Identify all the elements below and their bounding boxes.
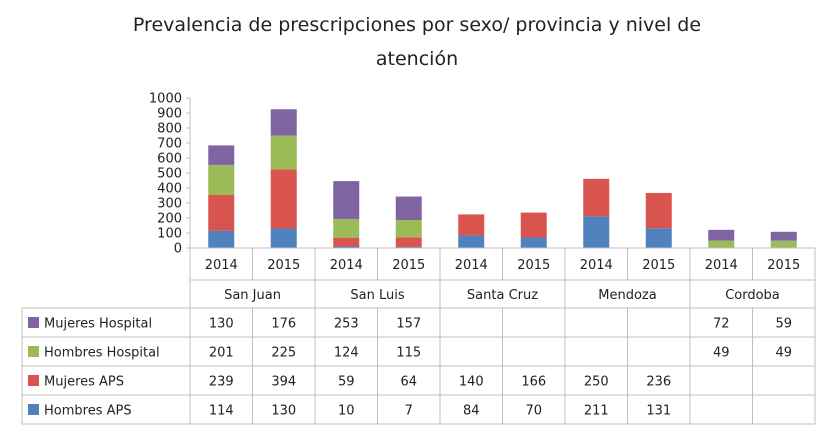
data-cell: 394	[271, 375, 296, 390]
data-cell: 72	[713, 317, 730, 332]
bar-segment	[395, 196, 422, 221]
data-cell: 236	[646, 375, 671, 390]
data-cell: 59	[338, 375, 355, 390]
bar-segment	[645, 228, 672, 248]
data-cell: 253	[334, 317, 359, 332]
bar-segment	[583, 178, 610, 217]
bar-segment	[208, 230, 235, 248]
y-tick-label: 200	[157, 212, 182, 227]
bar-segment	[333, 181, 360, 220]
y-tick-label: 900	[157, 107, 182, 122]
bar-segment	[333, 237, 360, 247]
data-cell: 239	[209, 375, 234, 390]
bar-segment	[270, 135, 297, 170]
x-tick-label-province: San Luis	[350, 288, 404, 303]
x-tick-label-year: 2015	[767, 258, 800, 273]
data-cell: 10	[338, 404, 355, 419]
y-tick-label: 500	[157, 167, 182, 182]
bar-segment	[395, 246, 422, 248]
legend-swatch	[28, 346, 39, 357]
data-cell: 201	[209, 346, 234, 361]
legend-label: Hombres APS	[44, 404, 132, 419]
x-tick-label-year: 2015	[642, 258, 675, 273]
bar-segment	[395, 237, 422, 247]
bar-segment	[770, 240, 797, 248]
data-cell: 49	[713, 346, 730, 361]
bar-segment	[395, 220, 422, 238]
bar-segment	[458, 214, 485, 236]
data-cell: 166	[521, 375, 546, 390]
data-cell: 84	[463, 404, 480, 419]
chart-title-line-2: atención	[375, 48, 459, 70]
y-tick-label: 300	[157, 197, 182, 212]
chart-title-line-1: Prevalencia de prescripciones por sexo/ …	[132, 14, 702, 36]
legend-swatch	[28, 317, 39, 328]
y-tick-label: 1000	[149, 92, 182, 107]
x-tick-label-year: 2014	[455, 258, 488, 273]
data-cell: 131	[646, 404, 671, 419]
data-cell: 49	[775, 346, 792, 361]
data-cell: 124	[334, 346, 359, 361]
legend-swatch	[28, 404, 39, 415]
legend-label: Hombres Hospital	[44, 346, 160, 361]
bar-segment	[270, 228, 297, 248]
x-tick-label-year: 2014	[330, 258, 363, 273]
data-cell: 140	[459, 375, 484, 390]
bar-segment	[270, 169, 297, 229]
data-cell: 64	[400, 375, 417, 390]
bar-segment	[520, 212, 547, 238]
x-tick-label-province: Santa Cruz	[467, 288, 538, 303]
bar-segment	[708, 240, 735, 248]
bar-segment	[208, 145, 235, 165]
bar-segment	[333, 219, 360, 238]
data-cell: 115	[396, 346, 421, 361]
y-tick-label: 600	[157, 152, 182, 167]
data-cell: 114	[209, 404, 234, 419]
x-tick-label-province: Cordoba	[725, 288, 780, 303]
data-cell: 7	[405, 404, 413, 419]
data-cell: 70	[525, 404, 542, 419]
bar-segment	[270, 109, 297, 136]
x-tick-label-province: San Juan	[224, 288, 281, 303]
legend-swatch	[28, 375, 39, 386]
x-tick-label-year: 2015	[267, 258, 300, 273]
bar-segment	[770, 231, 797, 241]
data-cell: 211	[584, 404, 609, 419]
data-cell: 250	[584, 375, 609, 390]
y-tick-label: 800	[157, 122, 182, 137]
bar-segment	[458, 235, 485, 248]
data-cell: 130	[209, 317, 234, 332]
bar-segment	[520, 237, 547, 248]
x-tick-label-year: 2015	[517, 258, 550, 273]
bar-segment	[208, 195, 235, 231]
x-tick-label-province: Mendoza	[598, 288, 656, 303]
x-tick-label-year: 2014	[205, 258, 238, 273]
data-cell: 225	[271, 346, 296, 361]
data-cell: 157	[396, 317, 421, 332]
y-tick-label: 700	[157, 137, 182, 152]
x-tick-label-year: 2015	[392, 258, 425, 273]
x-tick-label-year: 2014	[580, 258, 613, 273]
y-tick-label: 100	[157, 227, 182, 242]
bar-segment	[645, 192, 672, 229]
legend-label: Mujeres APS	[44, 375, 124, 390]
y-tick-label: 0	[174, 242, 182, 257]
bar-segment	[708, 229, 735, 241]
data-cell: 59	[775, 317, 792, 332]
legend-label: Mujeres Hospital	[44, 317, 152, 332]
data-cell: 176	[271, 317, 296, 332]
bar-segment	[333, 246, 360, 248]
data-cell: 130	[271, 404, 296, 419]
x-tick-label-year: 2014	[705, 258, 738, 273]
y-tick-label: 400	[157, 182, 182, 197]
bar-segment	[583, 216, 610, 248]
bar-segment	[208, 164, 235, 196]
